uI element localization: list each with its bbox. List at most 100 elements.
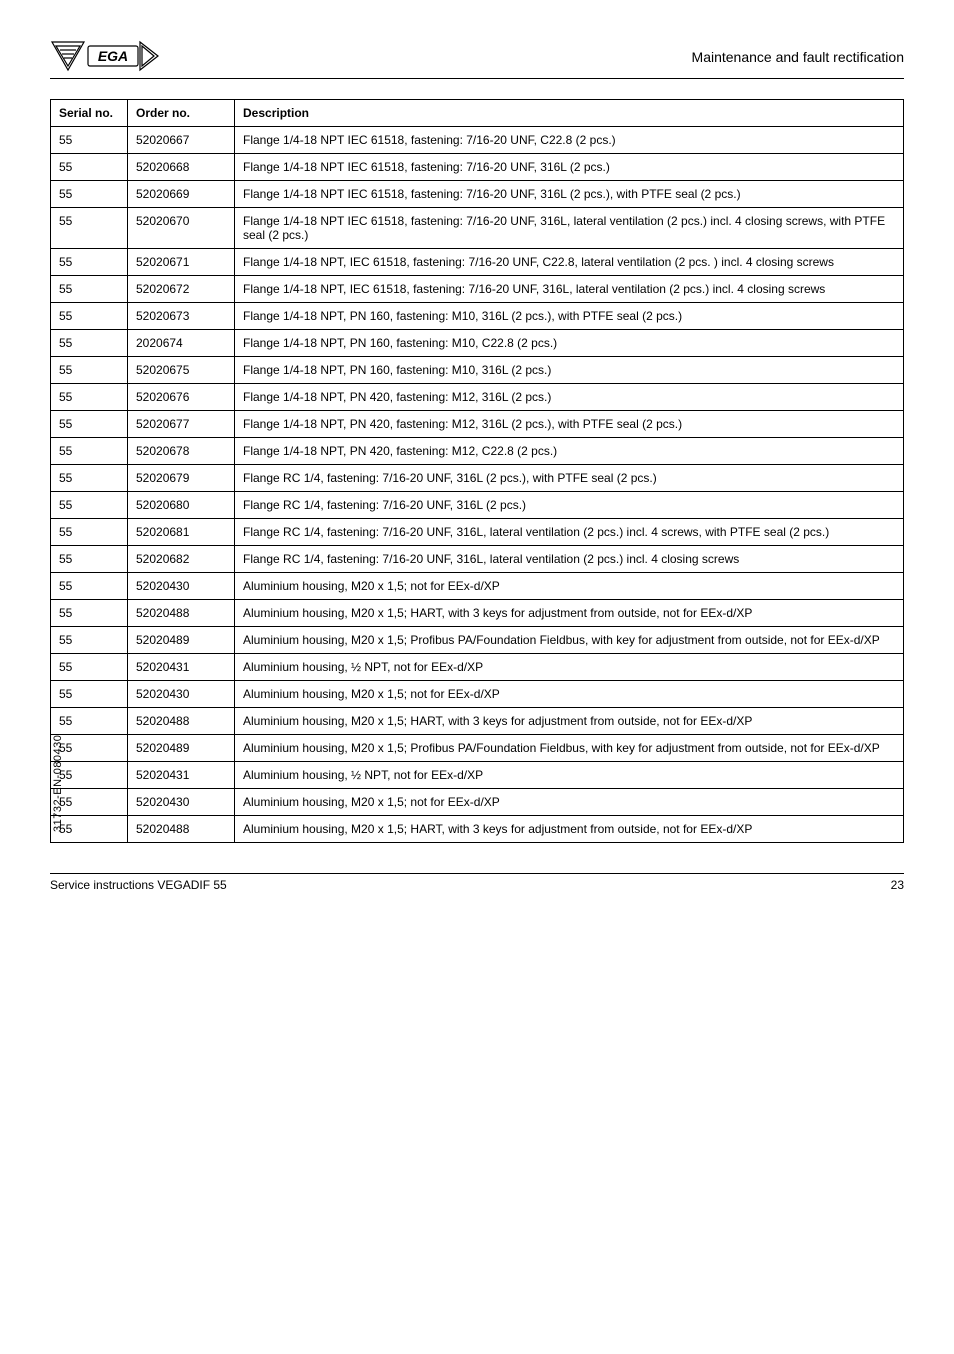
page: 31732-EN-080430 EGA <box>50 40 904 892</box>
table-row: 5552020488Aluminium housing, M20 x 1,5; … <box>51 708 904 735</box>
cell-desc: Flange 1/4-18 NPT, PN 160, fastening: M1… <box>235 357 904 384</box>
cell-order: 2020674 <box>128 330 235 357</box>
table-row: 5552020430Aluminium housing, M20 x 1,5; … <box>51 573 904 600</box>
cell-desc: Aluminium housing, M20 x 1,5; not for EE… <box>235 681 904 708</box>
cell-serial: 55 <box>51 208 128 249</box>
cell-order: 52020672 <box>128 276 235 303</box>
cell-serial: 55 <box>51 330 128 357</box>
cell-desc: Flange RC 1/4, fastening: 7/16-20 UNF, 3… <box>235 465 904 492</box>
table-row: 5552020677Flange 1/4-18 NPT, PN 420, fas… <box>51 411 904 438</box>
cell-desc: Aluminium housing, M20 x 1,5; HART, with… <box>235 708 904 735</box>
cell-order: 52020488 <box>128 600 235 627</box>
cell-serial: 55 <box>51 492 128 519</box>
cell-serial: 55 <box>51 127 128 154</box>
table-row: 5552020488Aluminium housing, M20 x 1,5; … <box>51 816 904 843</box>
col-header-serial: Serial no. <box>51 100 128 127</box>
cell-order: 52020671 <box>128 249 235 276</box>
cell-order: 52020488 <box>128 708 235 735</box>
cell-serial: 55 <box>51 546 128 573</box>
cell-serial: 55 <box>51 708 128 735</box>
cell-serial: 55 <box>51 384 128 411</box>
cell-desc: Flange 1/4-18 NPT, PN 160, fastening: M1… <box>235 330 904 357</box>
cell-order: 52020679 <box>128 465 235 492</box>
cell-serial: 55 <box>51 573 128 600</box>
cell-desc: Aluminium housing, M20 x 1,5; not for EE… <box>235 573 904 600</box>
cell-order: 52020681 <box>128 519 235 546</box>
cell-order: 52020677 <box>128 411 235 438</box>
cell-desc: Aluminium housing, M20 x 1,5; HART, with… <box>235 600 904 627</box>
cell-serial: 55 <box>51 411 128 438</box>
table-row: 5552020430Aluminium housing, M20 x 1,5; … <box>51 681 904 708</box>
cell-serial: 55 <box>51 438 128 465</box>
cell-order: 52020675 <box>128 357 235 384</box>
cell-order: 52020431 <box>128 654 235 681</box>
cell-desc: Aluminium housing, M20 x 1,5; HART, with… <box>235 816 904 843</box>
cell-desc: Aluminium housing, ½ NPT, not for EEx-d/… <box>235 762 904 789</box>
cell-serial: 55 <box>51 276 128 303</box>
table-row: 5552020669Flange 1/4-18 NPT IEC 61518, f… <box>51 181 904 208</box>
cell-desc: Flange 1/4-18 NPT IEC 61518, fastening: … <box>235 181 904 208</box>
footer-page-number: 23 <box>891 878 904 892</box>
cell-serial: 55 <box>51 181 128 208</box>
cell-order: 52020430 <box>128 573 235 600</box>
table-row: 5552020667Flange 1/4-18 NPT IEC 61518, f… <box>51 127 904 154</box>
col-header-desc: Description <box>235 100 904 127</box>
table-row: 5552020668Flange 1/4-18 NPT IEC 61518, f… <box>51 154 904 181</box>
cell-desc: Flange 1/4-18 NPT, PN 420, fastening: M1… <box>235 438 904 465</box>
cell-desc: Flange RC 1/4, fastening: 7/16-20 UNF, 3… <box>235 492 904 519</box>
table-row: 5552020681Flange RC 1/4, fastening: 7/16… <box>51 519 904 546</box>
svg-text:EGA: EGA <box>98 48 128 64</box>
cell-order: 52020669 <box>128 181 235 208</box>
cell-desc: Aluminium housing, M20 x 1,5; Profibus P… <box>235 627 904 654</box>
cell-order: 52020489 <box>128 735 235 762</box>
cell-order: 52020680 <box>128 492 235 519</box>
table-row: 552020674Flange 1/4-18 NPT, PN 160, fast… <box>51 330 904 357</box>
cell-serial: 55 <box>51 600 128 627</box>
table-row: 5552020679Flange RC 1/4, fastening: 7/16… <box>51 465 904 492</box>
cell-order: 52020430 <box>128 681 235 708</box>
cell-order: 52020678 <box>128 438 235 465</box>
table-row: 5552020431Aluminium housing, ½ NPT, not … <box>51 762 904 789</box>
cell-desc: Flange 1/4-18 NPT, PN 160, fastening: M1… <box>235 303 904 330</box>
cell-serial: 55 <box>51 681 128 708</box>
cell-order: 52020676 <box>128 384 235 411</box>
table-row: 5552020678Flange 1/4-18 NPT, PN 420, fas… <box>51 438 904 465</box>
cell-desc: Flange RC 1/4, fastening: 7/16-20 UNF, 3… <box>235 546 904 573</box>
cell-serial: 55 <box>51 465 128 492</box>
cell-desc: Flange 1/4-18 NPT IEC 61518, fastening: … <box>235 208 904 249</box>
parts-table: Serial no. Order no. Description 5552020… <box>50 99 904 843</box>
cell-desc: Aluminium housing, ½ NPT, not for EEx-d/… <box>235 654 904 681</box>
table-row: 5552020682Flange RC 1/4, fastening: 7/16… <box>51 546 904 573</box>
cell-desc: Flange 1/4-18 NPT, PN 420, fastening: M1… <box>235 384 904 411</box>
cell-serial: 55 <box>51 519 128 546</box>
col-header-order: Order no. <box>128 100 235 127</box>
table-row: 5552020680Flange RC 1/4, fastening: 7/16… <box>51 492 904 519</box>
page-footer: Service instructions VEGADIF 55 23 <box>50 873 904 892</box>
cell-serial: 55 <box>51 154 128 181</box>
cell-order: 52020489 <box>128 627 235 654</box>
cell-order: 52020431 <box>128 762 235 789</box>
cell-order: 52020430 <box>128 789 235 816</box>
table-header-row: Serial no. Order no. Description <box>51 100 904 127</box>
cell-desc: Flange 1/4-18 NPT IEC 61518, fastening: … <box>235 127 904 154</box>
cell-order: 52020668 <box>128 154 235 181</box>
cell-order: 52020670 <box>128 208 235 249</box>
table-row: 5552020673Flange 1/4-18 NPT, PN 160, fas… <box>51 303 904 330</box>
table-row: 5552020676Flange 1/4-18 NPT, PN 420, fas… <box>51 384 904 411</box>
table-row: 5552020488Aluminium housing, M20 x 1,5; … <box>51 600 904 627</box>
cell-order: 52020682 <box>128 546 235 573</box>
section-title: Maintenance and fault rectification <box>692 49 904 65</box>
vega-logo: EGA <box>50 40 160 74</box>
cell-serial: 55 <box>51 303 128 330</box>
cell-desc: Aluminium housing, M20 x 1,5; not for EE… <box>235 789 904 816</box>
table-row: 5552020431Aluminium housing, ½ NPT, not … <box>51 654 904 681</box>
table-row: 5552020670Flange 1/4-18 NPT IEC 61518, f… <box>51 208 904 249</box>
side-doc-id: 31732-EN-080430 <box>52 735 64 832</box>
cell-desc: Flange 1/4-18 NPT, IEC 61518, fastening:… <box>235 249 904 276</box>
cell-serial: 55 <box>51 654 128 681</box>
cell-serial: 55 <box>51 357 128 384</box>
page-header: EGA Maintenance and fault rectification <box>50 40 904 79</box>
table-row: 5552020430Aluminium housing, M20 x 1,5; … <box>51 789 904 816</box>
cell-order: 52020667 <box>128 127 235 154</box>
cell-serial: 55 <box>51 627 128 654</box>
